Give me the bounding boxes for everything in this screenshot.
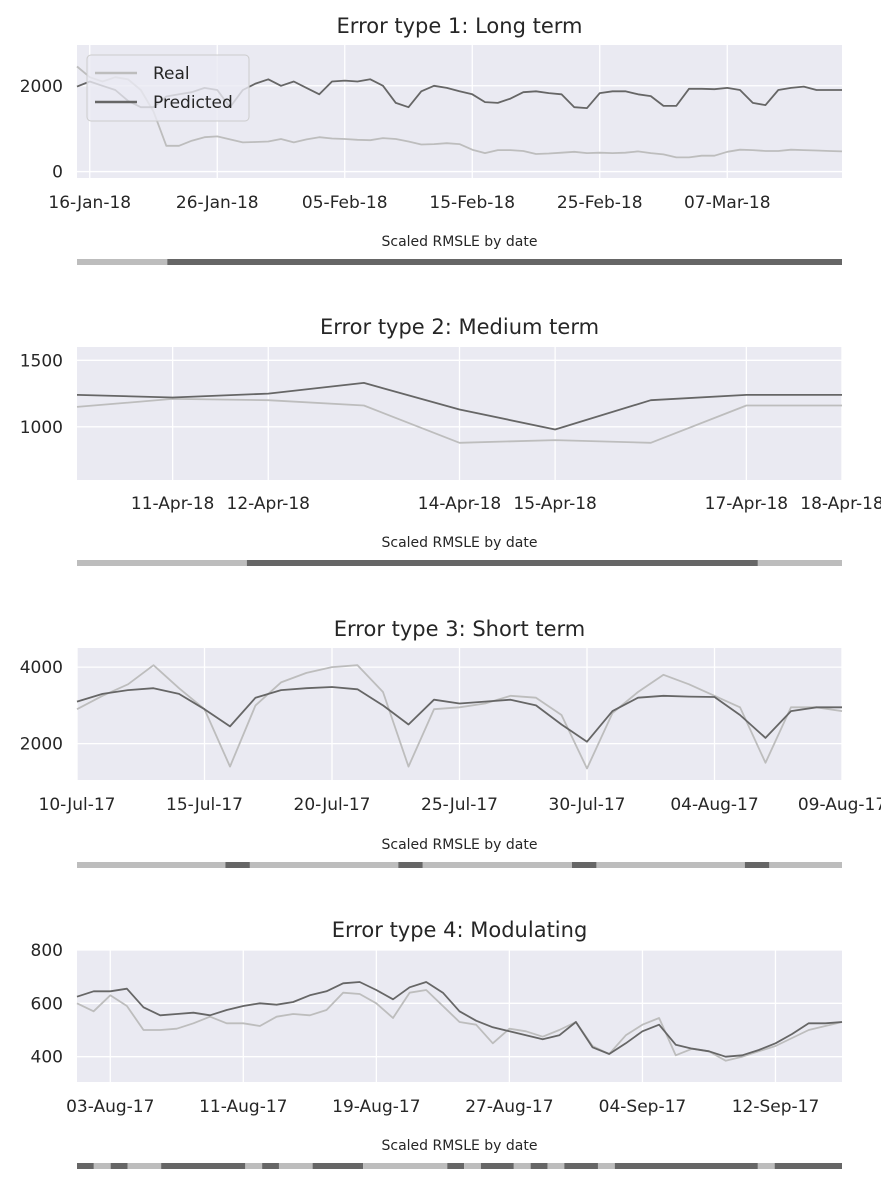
x-tick-label: 03-Aug-17 (66, 1097, 154, 1117)
x-tick-label: 15-Apr-18 (513, 494, 596, 514)
rmsle-strip-segment (363, 1163, 448, 1169)
x-tick-label: 12-Apr-18 (227, 494, 310, 514)
chart-title: Error type 4: Modulating (332, 918, 588, 942)
x-tick-label: 11-Aug-17 (199, 1097, 287, 1117)
rmsle-strip-segment (167, 259, 842, 265)
rmsle-strip-segment (77, 862, 226, 868)
rmsle-strip-segment (161, 1163, 246, 1169)
rmsle-strip-segment (464, 1163, 481, 1169)
rmsle-strip-segment (245, 1163, 263, 1169)
rmsle-strip-segment (614, 1163, 758, 1169)
rmsle-strip-segment (547, 1163, 565, 1169)
strip-label: Scaled RMSLE by date (382, 234, 538, 250)
x-tick-label: 25-Jul-17 (421, 795, 498, 815)
rmsle-strip-segment (127, 1163, 162, 1169)
x-tick-label: 19-Aug-17 (332, 1097, 420, 1117)
rmsle-strip-segment (597, 1163, 615, 1169)
legend: Real Predicted (86, 54, 250, 122)
plot-area (77, 950, 842, 1082)
rmsle-strip-segment (93, 1163, 111, 1169)
series-line-real (76, 397, 842, 444)
rmsle-strip-segment (564, 1163, 598, 1169)
series-line-predicted (76, 381, 842, 431)
x-tick-label: 07-Mar-18 (684, 193, 771, 213)
y-tick-label: 2000 (20, 735, 63, 755)
rmsle-strip-segment (757, 1163, 775, 1169)
rmsle-strip-segment (262, 1163, 279, 1169)
chart-panel-1: Error type 1: Long term 16-Jan-18 26-Jan-1… (20, 14, 843, 265)
y-tick-label: 4000 (20, 658, 63, 678)
rmsle-strip-segment (757, 560, 842, 566)
chart-title: Error type 3: Short term (334, 617, 585, 641)
rmsle-strip-segment (278, 1163, 313, 1169)
x-tick-label: 26-Jan-18 (176, 193, 259, 213)
x-tick-label: 11-Apr-18 (131, 494, 214, 514)
x-tick-label: 10-Jul-17 (39, 795, 116, 815)
chart-title: Error type 2: Medium term (320, 315, 599, 339)
x-tick-label: 27-Aug-17 (465, 1097, 553, 1117)
series-line-predicted (76, 686, 842, 743)
strip-label: Scaled RMSLE by date (382, 535, 538, 551)
rmsle-strip-segment (480, 1163, 514, 1169)
x-tick-label: 16-Jan-18 (48, 193, 131, 213)
chart-panel-2: Error type 2: Medium term 11-Apr-18 12-Apr… (20, 315, 881, 566)
x-tick-label: 18-Apr-18 (800, 494, 881, 514)
strip-label: Scaled RMSLE by date (382, 1138, 538, 1154)
x-tick-label: 12-Sep-17 (732, 1097, 820, 1117)
rmsle-strip-segment (77, 560, 247, 566)
rmsle-strip-segment (447, 1163, 465, 1169)
legend-label-real: Real (153, 64, 190, 84)
rmsle-strip-segment (249, 862, 399, 868)
x-tick-label: 04-Sep-17 (599, 1097, 687, 1117)
y-tick-label: 2000 (20, 77, 63, 97)
x-tick-label: 15-Jul-17 (166, 795, 243, 815)
rmsle-strip-segment (312, 1163, 364, 1169)
rmsle-strip-segment (530, 1163, 548, 1169)
rmsle-strip-segment (596, 862, 745, 868)
rmsle-strip-segment (246, 560, 758, 566)
x-tick-label: 04-Aug-17 (670, 795, 758, 815)
series-line-real (76, 65, 843, 159)
series-line-predicted (76, 981, 843, 1058)
x-tick-label: 15-Feb-18 (429, 193, 515, 213)
legend-box (86, 54, 250, 122)
x-tick-label: 14-Apr-18 (418, 494, 501, 514)
chart-panel-4: Error type 4: Modulating 03-Aug-17 11-Aug-… (31, 918, 843, 1169)
rmsle-strip-segment (110, 1163, 128, 1169)
x-tick-label: 17-Apr-18 (705, 494, 788, 514)
series-line-real (76, 989, 843, 1062)
rmsle-strip-segment (77, 1163, 94, 1169)
rmsle-strip-segment (571, 862, 597, 868)
rmsle-strip-segment (422, 862, 572, 868)
chart-title: Error type 1: Long term (337, 14, 583, 38)
rmsle-strip-segment (769, 862, 842, 868)
legend-label-predicted: Predicted (153, 93, 233, 113)
rmsle-strip-segment (225, 862, 250, 868)
y-tick-label: 400 (31, 1048, 63, 1068)
x-tick-label: 30-Jul-17 (549, 795, 626, 815)
x-tick-label: 09-Aug-17 (798, 795, 881, 815)
rmsle-strip-segment (774, 1163, 842, 1169)
y-tick-label: 600 (31, 994, 63, 1014)
strip-label: Scaled RMSLE by date (382, 837, 538, 853)
x-tick-label: 20-Jul-17 (294, 795, 371, 815)
rmsle-strip-segment (513, 1163, 531, 1169)
rmsle-strip-segment (77, 259, 168, 265)
chart-panel-3: Error type 3: Short term 10-Jul-17 15-Jul-… (20, 617, 881, 868)
y-tick-label: 800 (31, 941, 63, 961)
x-tick-label: 25-Feb-18 (557, 193, 643, 213)
y-tick-label: 1000 (20, 418, 63, 438)
rmsle-strip-segment (744, 862, 770, 868)
rmsle-strip-segment (398, 862, 423, 868)
x-tick-label: 05-Feb-18 (302, 193, 388, 213)
y-tick-label: 0 (52, 163, 63, 183)
y-tick-label: 1500 (20, 351, 63, 371)
